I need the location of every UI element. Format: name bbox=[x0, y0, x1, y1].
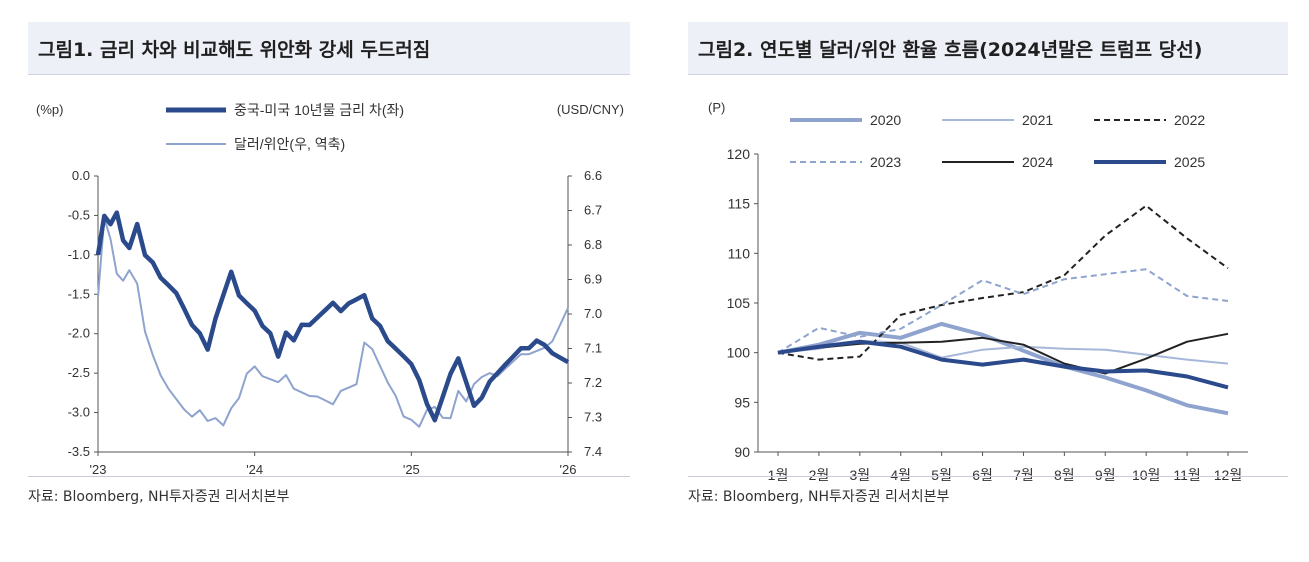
chart1-legend: 중국-미국 10년물 금리 차(좌) 달러/위안(우, 역축) bbox=[166, 102, 404, 152]
legend-label-1: 달러/위안(우, 역축) bbox=[234, 136, 345, 152]
legend-label-0: 중국-미국 10년물 금리 차(좌) bbox=[234, 102, 404, 118]
right-tick-label: 6.6 bbox=[584, 168, 602, 183]
left-tick-label: -2.5 bbox=[68, 365, 90, 380]
right-tick-label: 6.8 bbox=[584, 237, 602, 252]
y-tick-label: 90 bbox=[734, 444, 750, 460]
panel-rate-spread: 그림1. 금리 차와 비교해도 위안화 강세 두드러짐 (%p) (USD/CNY… bbox=[28, 22, 630, 477]
x-tick-label: 2월 bbox=[809, 467, 830, 483]
x-tick-label: '23 bbox=[90, 462, 107, 477]
chart1-source: 자료: Bloomberg, NH투자증권 리서치본부 bbox=[28, 489, 290, 505]
chart2-unit: (P) bbox=[708, 100, 725, 115]
right-tick-label: 7.0 bbox=[584, 306, 602, 321]
left-tick-label: -0.5 bbox=[68, 207, 90, 222]
x-tick-label: 1월 bbox=[768, 467, 789, 483]
y-tick-label: 100 bbox=[727, 345, 751, 361]
y-tick-label: 105 bbox=[727, 295, 751, 311]
chart1-svg: (%p) (USD/CNY) 중국-미국 10년물 금리 차(좌) 달러/위안(우, … bbox=[36, 102, 624, 477]
x-tick-label: 11월 bbox=[1173, 467, 1200, 483]
legend-label-2021: 2021 bbox=[1022, 112, 1053, 128]
right-tick-label: 7.4 bbox=[584, 444, 602, 459]
chart2-svg: (P) 2020 2021 2022 2023 2024 2025 120 115 110 105 1… bbox=[708, 100, 1248, 483]
left-tick-label: -2.0 bbox=[68, 326, 90, 341]
legend-label-2025: 2025 bbox=[1174, 154, 1205, 170]
x-tick-label: '25 bbox=[403, 462, 420, 477]
chart1-title: 그림1. 금리 차와 비교해도 위안화 강세 두드러짐 bbox=[28, 22, 630, 75]
chart1-left-unit: (%p) bbox=[36, 102, 63, 117]
series-line-2024 bbox=[777, 332, 1229, 375]
chart2-legend: 2020 2021 2022 2023 2024 2025 bbox=[790, 112, 1205, 170]
x-tick-label: 7월 bbox=[1013, 467, 1034, 483]
chart2-title: 그림2. 연도별 달러/위안 환율 흐름(2024년말은 트럼프 당선) bbox=[688, 22, 1288, 75]
x-tick-label: '26 bbox=[560, 462, 577, 477]
left-tick-label: -1.0 bbox=[68, 247, 90, 262]
series-line-2023 bbox=[777, 268, 1229, 354]
y-tick-label: 110 bbox=[728, 245, 751, 261]
legend-label-2023: 2023 bbox=[870, 154, 901, 170]
left-tick-label: -3.5 bbox=[68, 444, 90, 459]
right-tick-label: 7.2 bbox=[584, 375, 602, 390]
right-tick-label: 7.1 bbox=[584, 341, 602, 356]
legend-label-2020: 2020 bbox=[870, 112, 901, 128]
x-tick-label: 10월 bbox=[1132, 467, 1160, 483]
panel-yearly-fx: 그림2. 연도별 달러/위안 환율 흐름(2024년말은 트럼프 당선) (P)… bbox=[688, 22, 1288, 483]
legend-label-2022: 2022 bbox=[1174, 112, 1205, 128]
y-tick-label: 120 bbox=[727, 146, 751, 162]
series-line-usdcny bbox=[97, 216, 569, 428]
x-tick-label: 8월 bbox=[1054, 467, 1075, 483]
chart2-source: 자료: Bloomberg, NH투자증권 리서치본부 bbox=[688, 489, 950, 505]
series-line-2022 bbox=[777, 204, 1229, 361]
x-tick-label: 5월 bbox=[931, 467, 952, 483]
chart1-right-unit: (USD/CNY) bbox=[557, 102, 624, 117]
series-line-2025 bbox=[777, 339, 1229, 390]
chart1-divider bbox=[28, 476, 630, 477]
x-tick-label: 12월 bbox=[1214, 467, 1242, 483]
x-tick-label: 9월 bbox=[1095, 467, 1116, 483]
x-tick-label: 4월 bbox=[890, 467, 911, 483]
left-tick-label: -3.0 bbox=[68, 405, 90, 420]
series-line-2020 bbox=[777, 321, 1229, 416]
x-tick-label: '24 bbox=[246, 462, 263, 477]
left-tick-label: 0.0 bbox=[72, 168, 90, 183]
x-tick-label: 6월 bbox=[972, 467, 993, 483]
y-tick-label: 95 bbox=[734, 394, 750, 410]
series-line-rate-spread bbox=[95, 210, 570, 423]
right-tick-label: 6.9 bbox=[584, 272, 602, 287]
y-tick-label: 115 bbox=[728, 196, 751, 212]
left-tick-label: -1.5 bbox=[68, 286, 90, 301]
legend-label-2024: 2024 bbox=[1022, 154, 1053, 170]
x-tick-label: 3월 bbox=[849, 467, 870, 483]
chart2-divider bbox=[688, 476, 1288, 477]
right-tick-label: 7.3 bbox=[584, 410, 602, 425]
right-tick-label: 6.7 bbox=[584, 203, 602, 218]
